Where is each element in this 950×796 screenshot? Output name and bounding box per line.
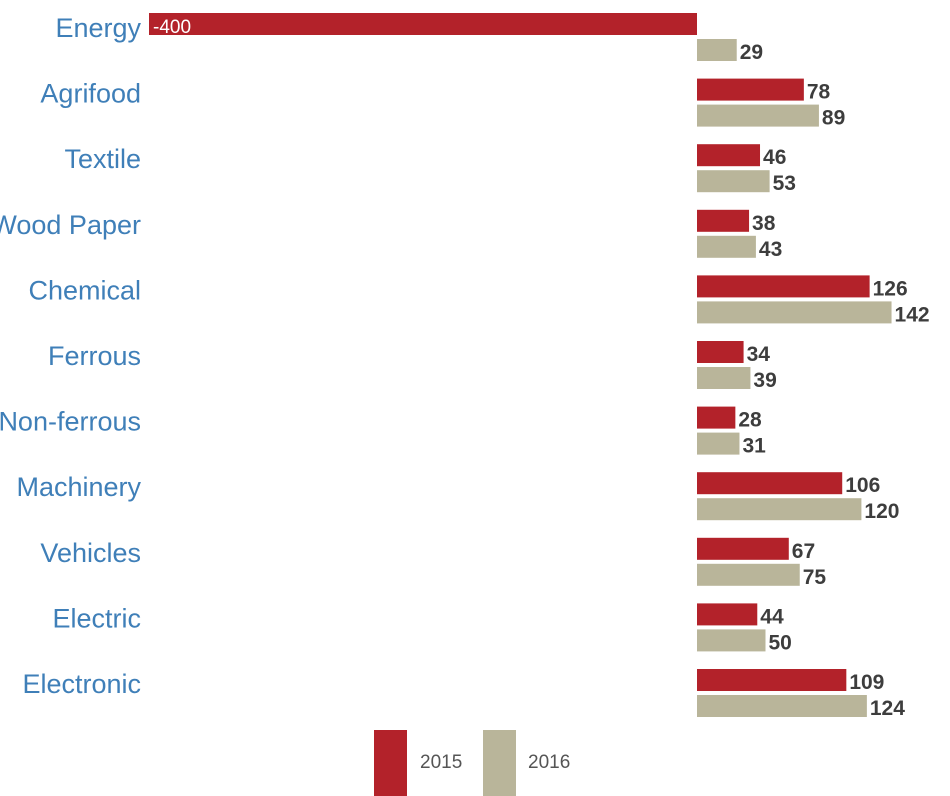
value-label-vehicles-2015: 67 [792,540,815,563]
category-labels: Energy Agrifood Textile Wood Paper Chemical F… [0,13,141,699]
bar-non-ferrous-2016 [697,432,740,455]
value-label-electric-2016: 50 [769,631,792,654]
value-label-chemical-2015: 126 [873,277,908,300]
value-label-wood-paper-2015: 38 [752,212,776,235]
category-label-energy: Energy [55,13,141,43]
category-label-electric: Electric [52,603,141,633]
value-label-non-ferrous-2016: 31 [742,435,766,458]
bar-wood-paper-2015 [697,209,750,232]
bar-agrifood-2015 [697,78,804,101]
bar-ferrous-2015 [697,341,744,363]
value-label-vehicles-2016: 75 [803,566,827,589]
bar-machinery-2015 [697,472,843,495]
bars [149,13,892,717]
value-label-energy-2015: -400 [153,17,191,38]
bar-textile-2015 [697,144,761,167]
category-label-vehicles: Vehicles [40,538,141,568]
value-label-wood-paper-2016: 43 [759,238,782,261]
category-label-agrifood: Agrifood [40,79,141,109]
value-label-chemical-2016: 142 [895,303,930,326]
value-label-textile-2016: 53 [773,172,796,195]
bar-electronic-2015 [697,669,847,691]
category-label-machinery: Machinery [16,472,141,502]
value-label-agrifood-2015: 78 [807,81,831,104]
value-label-machinery-2016: 120 [864,500,899,523]
legend-swatch-2016 [483,730,516,796]
legend-swatch-2015 [374,730,407,796]
value-labels: -400 29 78 89 46 53 38 43 126 142 34 39 28 31 106 120 67… [153,17,930,720]
bar-chemical-2016 [697,301,892,324]
category-label-ferrous: Ferrous [48,341,141,371]
value-label-machinery-2015: 106 [845,474,880,497]
bar-energy-2016 [697,39,737,61]
value-label-textile-2015: 46 [763,146,786,169]
bar-energy-2015 [149,13,697,35]
bar-electric-2015 [697,603,758,626]
category-label-chemical: Chemical [28,275,141,305]
category-label-textile: Textile [64,144,141,174]
legend-label-2016: 2016 [528,752,570,773]
category-label-electronic: Electronic [22,669,141,699]
value-label-electronic-2015: 109 [849,671,884,694]
legend-label-2015: 2015 [420,752,462,773]
bar-ferrous-2016 [697,367,751,389]
bar-non-ferrous-2015 [697,406,736,429]
bar-agrifood-2016 [697,104,819,127]
bar-wood-paper-2016 [697,235,756,258]
value-label-electronic-2016: 124 [870,697,905,720]
category-label-non-ferrous: Non-ferrous [0,407,141,437]
category-label-wood-paper: Wood Paper [0,210,141,240]
legend: 2015 2016 [374,730,570,796]
value-label-ferrous-2015: 34 [747,343,771,366]
value-label-non-ferrous-2015: 28 [738,409,762,432]
bar-electronic-2016 [697,695,867,717]
value-label-agrifood-2016: 89 [822,107,845,130]
value-label-ferrous-2016: 39 [753,369,776,392]
bar-electric-2016 [697,629,766,652]
bar-vehicles-2015 [697,537,789,560]
bar-textile-2016 [697,170,770,193]
value-label-energy-2016: 29 [740,41,763,64]
bar-vehicles-2016 [697,563,800,586]
bar-machinery-2016 [697,498,862,521]
value-label-electric-2015: 44 [760,605,784,628]
bar-chemical-2015 [697,275,870,298]
